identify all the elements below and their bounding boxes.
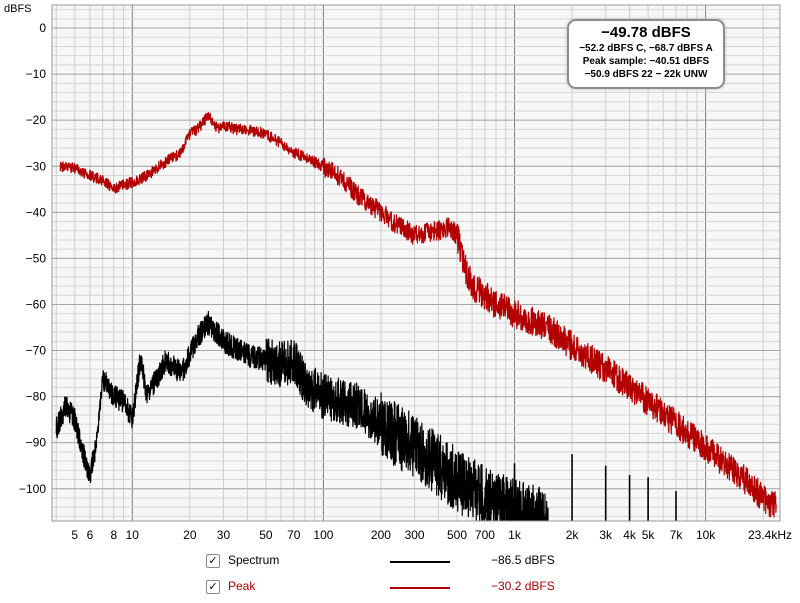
peak-sample: Peak sample: −40.51 dBFS bbox=[582, 56, 710, 67]
x-tick-label: 300 bbox=[405, 528, 425, 542]
spectrum-checkbox[interactable]: ✓ bbox=[206, 554, 220, 568]
legend-name-spectrum: Spectrum bbox=[228, 553, 280, 567]
x-tick-label: 2k bbox=[566, 528, 580, 542]
y-axis-label: dBFS bbox=[4, 3, 32, 15]
y-tick-label: −10 bbox=[26, 67, 47, 81]
series-line-spectrum bbox=[55, 310, 549, 521]
y-tick-label: −100 bbox=[19, 482, 46, 496]
y-tick-label: −80 bbox=[26, 390, 47, 404]
y-tick-label: 0 bbox=[39, 21, 46, 35]
y-tick-label: −30 bbox=[26, 159, 47, 173]
peak-checkbox[interactable]: ✓ bbox=[206, 580, 220, 594]
y-tick-label: −90 bbox=[26, 436, 47, 450]
series-line-peak bbox=[59, 111, 777, 518]
x-tick-label: 7k bbox=[670, 528, 684, 542]
legend-value-spectrum: −86.5 dBFS bbox=[491, 553, 555, 567]
overall-level: −49.78 dBFS bbox=[601, 24, 691, 41]
x-tick-label: 5 bbox=[71, 528, 78, 542]
x-tick-label: 3k bbox=[599, 528, 613, 542]
level-readout-box: −49.78 dBFS −52.2 dBFS C, −68.7 dBFS A P… bbox=[567, 19, 725, 89]
legend-row-spectrum: ✓ Spectrum −86.5 dBFS bbox=[206, 552, 586, 572]
series-layer bbox=[55, 111, 777, 521]
x-tick-label: 50 bbox=[259, 528, 273, 542]
x-tick-label: 1k bbox=[508, 528, 522, 542]
x-tick-label: 10k bbox=[696, 528, 716, 542]
unweighted-level: −50.9 dBFS 22 − 22k UNW bbox=[584, 69, 708, 80]
weighted-levels: −52.2 dBFS C, −68.7 dBFS A bbox=[579, 43, 713, 54]
x-tick-label: 10 bbox=[126, 528, 140, 542]
x-tick-label: 200 bbox=[371, 528, 391, 542]
x-tick-label: 700 bbox=[475, 528, 495, 542]
x-tick-labels: 5 6 8 10 20 30 50 70 100 200 300 500 700 1k 2k 3k 4k 5k 7k… bbox=[71, 528, 792, 542]
legend-swatch-peak bbox=[390, 587, 450, 589]
y-tick-labels: 0 −10 −20 −30 −40 −50 −60 −70 −80 −90 −100 bbox=[19, 21, 46, 496]
y-tick-label: −40 bbox=[26, 205, 47, 219]
y-tick-label: −50 bbox=[26, 251, 47, 265]
y-tick-label: −60 bbox=[26, 297, 47, 311]
legend-name-peak: Peak bbox=[228, 579, 256, 593]
plot-frame bbox=[51, 4, 781, 522]
x-tick-label: 100 bbox=[313, 528, 333, 542]
x-tick-label: 500 bbox=[447, 528, 467, 542]
x-tick-label: 20 bbox=[183, 528, 197, 542]
x-tick-label: 23.4kHz bbox=[748, 528, 792, 542]
x-tick-label: 5k bbox=[642, 528, 656, 542]
x-tick-label: 70 bbox=[287, 528, 301, 542]
x-tick-label: 8 bbox=[110, 528, 117, 542]
y-tick-label: −70 bbox=[26, 344, 47, 358]
legend-value-peak: −30.2 dBFS bbox=[491, 579, 555, 593]
x-tick-label: 6 bbox=[87, 528, 94, 542]
x-tick-label: 4k bbox=[623, 528, 637, 542]
legend-swatch-spectrum bbox=[390, 561, 450, 563]
x-tick-label: 30 bbox=[217, 528, 231, 542]
y-tick-label: −20 bbox=[26, 113, 47, 127]
legend-row-peak: ✓ Peak −30.2 dBFS bbox=[206, 578, 586, 598]
